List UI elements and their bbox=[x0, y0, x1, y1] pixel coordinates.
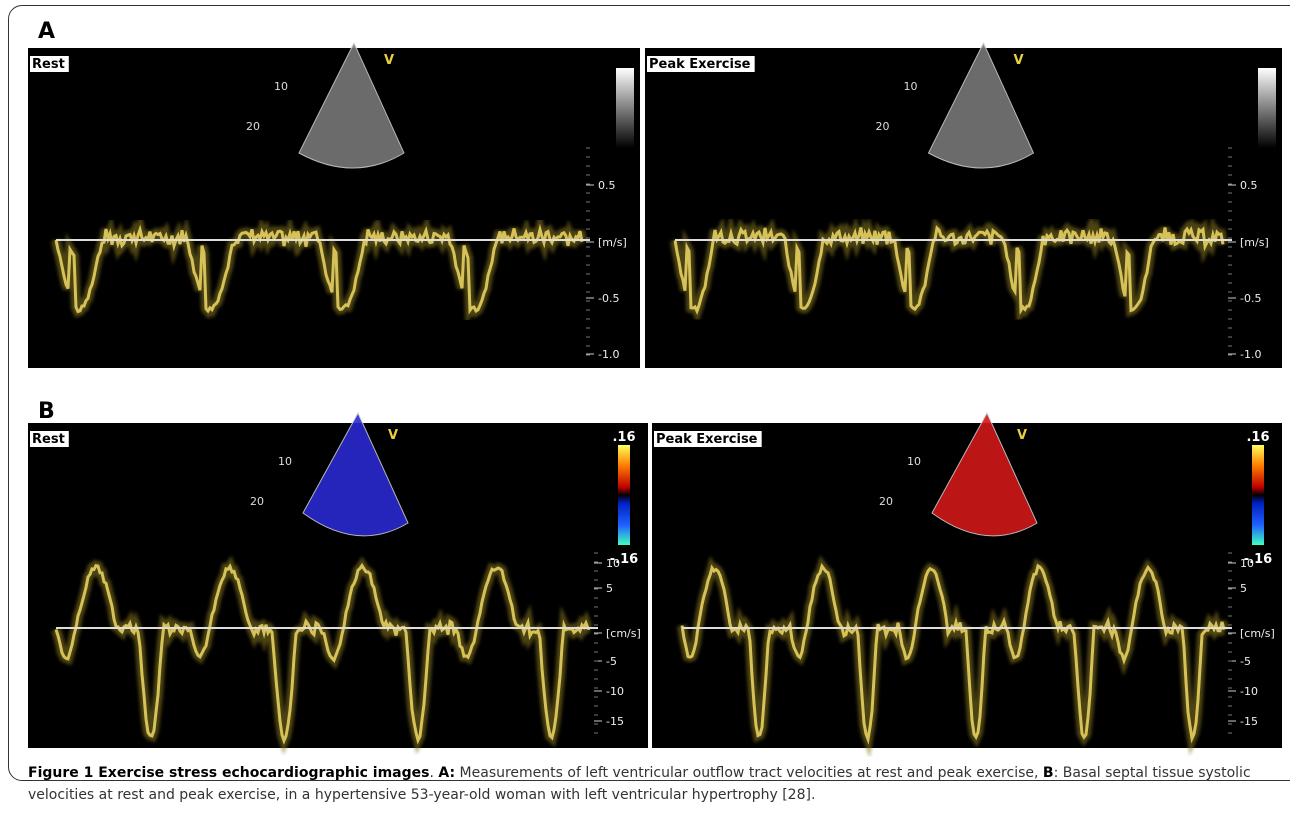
sector-marker: V bbox=[388, 428, 398, 443]
image-label: Peak Exercise bbox=[649, 57, 751, 72]
scale-label: -1.0 bbox=[1240, 348, 1261, 361]
scale-label: -10 bbox=[606, 685, 624, 698]
image-label: Peak Exercise bbox=[656, 432, 758, 447]
caption-key: A: bbox=[438, 765, 455, 781]
echo-image: Rest V 10 20 0.5 [m/s] -0.5 -1.0 bbox=[28, 43, 640, 368]
color-bar bbox=[1252, 445, 1264, 545]
scale-label: -1.0 bbox=[598, 348, 619, 361]
scale-label: -5 bbox=[606, 655, 617, 668]
scale-label: 10 bbox=[606, 557, 620, 570]
caption-title: Figure 1 Exercise stress echocardiograph… bbox=[28, 765, 429, 781]
sector-marker: 10 bbox=[904, 80, 918, 93]
caption: Figure 1 Exercise stress echocardiograph… bbox=[28, 762, 1278, 806]
sector-marker: 20 bbox=[879, 495, 893, 508]
color-bar bbox=[618, 445, 630, 545]
panel-label: A bbox=[38, 19, 55, 44]
sector-marker: V bbox=[1014, 53, 1024, 68]
scale-label: 5 bbox=[1240, 582, 1247, 595]
colorbar-label: .16 bbox=[1246, 430, 1269, 445]
scale-label: [cm/s] bbox=[1240, 627, 1275, 640]
scale-label: -0.5 bbox=[598, 292, 619, 305]
scale-label: -15 bbox=[606, 715, 624, 728]
sector-marker: 10 bbox=[907, 455, 921, 468]
gray-bar bbox=[1258, 68, 1276, 148]
scale-label: [cm/s] bbox=[606, 627, 641, 640]
sector-marker: 20 bbox=[246, 120, 260, 133]
scale-label: -10 bbox=[1240, 685, 1258, 698]
caption-text: Measurements of left ventricular outflow… bbox=[455, 765, 1043, 781]
scale-label: -15 bbox=[1240, 715, 1258, 728]
sector-marker: V bbox=[384, 53, 394, 68]
scale-label: -5 bbox=[1240, 655, 1251, 668]
sector-marker: 10 bbox=[278, 455, 292, 468]
echo-image: Peak Exercise V 10 20 0.5 [m/s] -0.5 -1.0 bbox=[645, 43, 1282, 368]
sector-marker: 20 bbox=[250, 495, 264, 508]
panel-label: B bbox=[38, 399, 55, 424]
scale-label: -0.5 bbox=[1240, 292, 1261, 305]
colorbar-label: .16 bbox=[612, 430, 635, 445]
sector-marker: 20 bbox=[876, 120, 890, 133]
sector-marker: 10 bbox=[274, 80, 288, 93]
scale-label: [m/s] bbox=[1240, 236, 1269, 249]
scale-label: 0.5 bbox=[598, 179, 616, 192]
scale-label: 0.5 bbox=[1240, 179, 1258, 192]
scale-label: [m/s] bbox=[598, 236, 627, 249]
image-label: Rest bbox=[32, 57, 65, 72]
caption-key: B bbox=[1043, 765, 1054, 781]
gray-bar bbox=[616, 68, 634, 148]
sector-marker: V bbox=[1017, 428, 1027, 443]
page: A B RestV10200.5[m/s]-0.5-1.0Peak Exerci… bbox=[0, 0, 1290, 813]
scale-label: 5 bbox=[606, 582, 613, 595]
scale-label: 10 bbox=[1240, 557, 1254, 570]
image-label: Rest bbox=[32, 432, 65, 447]
